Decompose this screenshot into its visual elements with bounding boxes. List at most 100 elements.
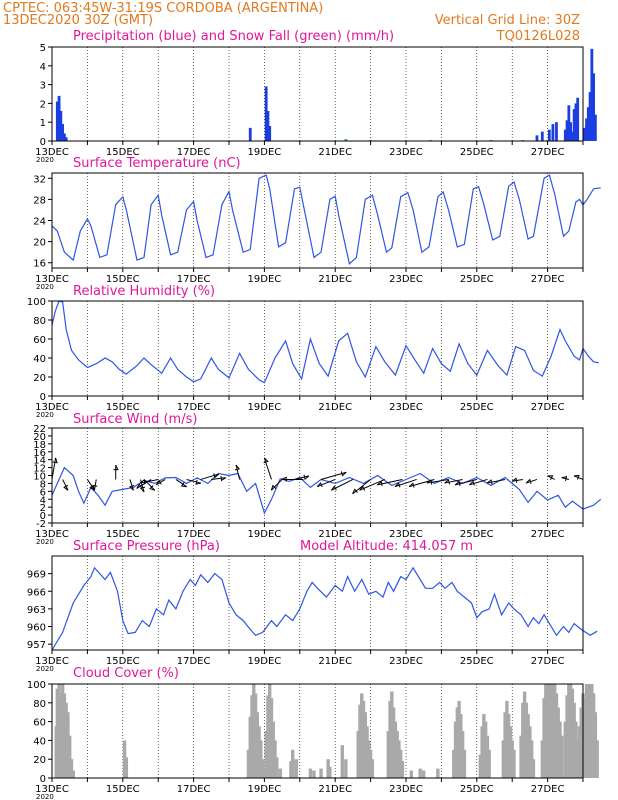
cloud-bar — [570, 688, 575, 778]
wind-vector-head — [408, 482, 415, 488]
precip-xtick-label: 25DEC — [460, 147, 494, 158]
cloud-bar — [483, 721, 488, 778]
temp-xtick-label: 25DEC — [460, 274, 494, 285]
cloud-ytick-label: 80 — [33, 699, 46, 710]
wind-vector — [394, 478, 417, 488]
temp-xtick-label: 21DEC — [318, 274, 352, 285]
rh-xtick-label: 15DEC — [106, 402, 140, 413]
wind-xtick-label: 21DEC — [318, 529, 352, 540]
cloud-bar — [519, 735, 523, 778]
cloud-bar — [358, 704, 362, 778]
precip-bar — [585, 118, 588, 141]
wind-vector-head — [180, 482, 187, 488]
pressure-ytick-label: 963 — [27, 605, 46, 616]
rh-title: Relative Humidity (%) — [73, 284, 215, 299]
precip-bar — [62, 133, 66, 141]
cloud-bar — [455, 707, 460, 778]
precip-ytick-label: 0 — [40, 137, 46, 148]
rh-ytick-label: 0 — [40, 392, 46, 403]
wind-ytick-label: 0 — [40, 511, 46, 522]
cloud-bar — [246, 749, 251, 778]
wind-vector-head — [52, 457, 58, 464]
rh-year-label: 2020 — [36, 411, 54, 419]
wind-vector — [469, 478, 488, 486]
temp-panel: Surface Temperature (nC) 16 20 24 28 32 13DEC 1… — [33, 156, 601, 291]
wind-series-line — [51, 466, 602, 515]
cloud-bar — [554, 693, 559, 778]
cloud-bar — [462, 749, 467, 778]
pressure-xtick-label: 27DEC — [531, 656, 565, 667]
precip-bar — [574, 103, 578, 141]
precip-bar — [264, 86, 268, 141]
cloud-bar — [356, 731, 360, 778]
cloud-bar — [326, 759, 330, 778]
cloud-bar — [457, 700, 461, 778]
precip-title: Precipitation (blue) and Snow Fall (gree… — [73, 29, 394, 44]
cloud-bar — [386, 731, 390, 778]
cloud-bar — [579, 707, 583, 778]
wind-vector — [294, 475, 310, 480]
cloud-xtick-label: 17DEC — [177, 784, 211, 795]
precip-bar — [547, 129, 551, 141]
cloud-bar — [264, 731, 268, 778]
rh-ytick-label: 60 — [33, 335, 46, 346]
wind-vector-head — [573, 474, 580, 480]
precip-bar — [268, 125, 272, 141]
pressure-ytick-label: 960 — [27, 623, 46, 634]
temp-ytick-label: 32 — [33, 174, 46, 185]
cloud-bar — [255, 712, 260, 778]
cloud-xtick-label: 21DEC — [318, 784, 352, 795]
cloud-bar — [508, 726, 513, 778]
temp-xtick-label: 19DEC — [248, 274, 282, 285]
cloud-bar — [312, 770, 316, 778]
wind-ytick-label: 16 — [33, 448, 46, 459]
precip-ytick-label: 3 — [40, 81, 46, 92]
wind-ytick-label: 10 — [33, 472, 46, 483]
cloud-bar — [418, 768, 422, 778]
wind-vector-head — [113, 464, 119, 471]
cloud-bar — [528, 726, 532, 778]
cloud-bar — [340, 745, 344, 778]
pressure-year-label: 2020 — [36, 665, 54, 673]
cloud-bar — [59, 695, 63, 778]
precip-bar — [586, 107, 590, 141]
wind-vector-head — [444, 479, 450, 485]
wind-vector — [352, 479, 371, 495]
cloud-bar — [547, 684, 552, 778]
wind-vector-head — [92, 484, 98, 491]
pressure-ytick-label: 957 — [27, 640, 46, 651]
cloud-ytick-label: 20 — [33, 755, 46, 766]
header-station: CPTEC: 063:45W-31:19S CORDOBA (ARGENTINA… — [3, 1, 323, 16]
wind-vector — [526, 478, 538, 484]
wind-vector — [143, 479, 156, 491]
temp-ytick-label: 24 — [33, 217, 46, 228]
cloud-bar — [66, 712, 70, 778]
cloud-bar — [567, 684, 571, 778]
precip-bar — [64, 137, 68, 141]
cloud-bar — [505, 700, 509, 778]
wind-vector — [487, 478, 506, 484]
cloud-bar — [583, 698, 587, 778]
cloud-bar — [542, 698, 546, 778]
cloud-bar — [257, 726, 261, 778]
cloud-bar — [422, 770, 426, 778]
cloud-bar — [328, 766, 332, 778]
pressure-ytick-label: 969 — [27, 570, 46, 581]
precip-ytick-label: 5 — [40, 43, 46, 54]
precip-bar — [551, 124, 555, 141]
pressure-xtick-label: 23DEC — [389, 656, 423, 667]
wind-vector — [62, 479, 69, 491]
temp-xtick-label: 23DEC — [389, 274, 423, 285]
cloud-bar — [560, 735, 564, 778]
precip-bar — [540, 131, 544, 141]
cloud-bar — [460, 731, 465, 778]
cloud-bar — [510, 740, 514, 778]
wind-vector-head — [129, 484, 135, 491]
cloud-bar — [565, 695, 569, 778]
wind-vector-head — [561, 475, 568, 482]
cloud-xtick-label: 25DEC — [460, 784, 494, 795]
wind-vector — [263, 457, 272, 480]
wind-ytick-label: -2 — [36, 519, 46, 530]
cloud-title: Cloud Cover (%) — [73, 666, 179, 681]
wind-vector — [235, 464, 241, 480]
